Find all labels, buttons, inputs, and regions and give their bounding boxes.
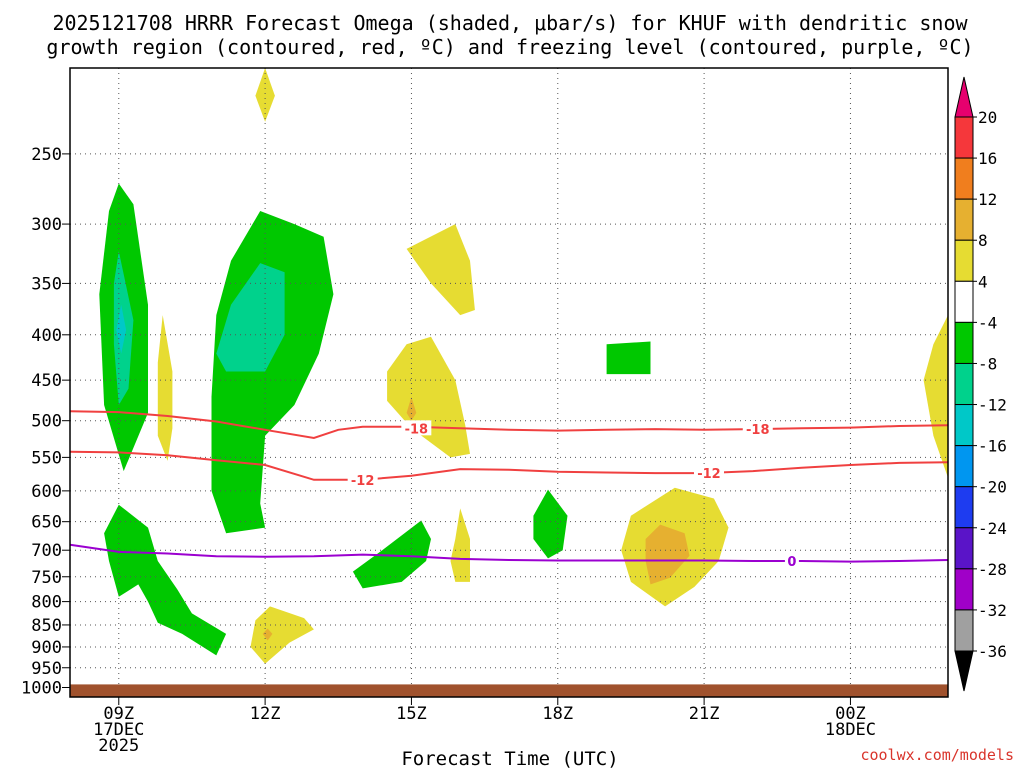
x-tick-label: 17DEC: [93, 720, 144, 740]
omega-shaded-region: [116, 304, 127, 354]
x-tick-label: 12Z: [250, 704, 281, 724]
colorbar-label: 4: [978, 272, 988, 291]
contour-line-0: [69, 543, 949, 563]
x-tick-label: 2025: [98, 736, 139, 756]
contour-label-background: [347, 471, 378, 487]
colorbar-label: 8: [978, 231, 988, 250]
contour-label: -18: [405, 422, 429, 437]
colorbar-label: -16: [978, 437, 1007, 456]
colorbar-swatch: [954, 157, 974, 200]
colorbar-label: -20: [978, 478, 1007, 497]
y-tick-label: 600: [31, 482, 62, 502]
y-tick-label: 650: [31, 513, 62, 533]
y-tick-label: 250: [31, 145, 62, 165]
colorbar-label: 16: [978, 149, 997, 168]
omega-shaded-region: [216, 263, 285, 372]
colorbar-swatch: [954, 321, 974, 364]
omega-shaded-region: [157, 315, 173, 461]
x-tick-label: 21Z: [689, 704, 720, 724]
omega-shaded-region: [406, 224, 475, 316]
omega-shaded-region: [250, 606, 314, 664]
y-tick-label: 850: [31, 616, 62, 636]
colorbar-swatch: [954, 445, 974, 488]
x-axis-title: Forecast Time (UTC): [401, 748, 618, 768]
colorbar-label: -12: [978, 396, 1007, 415]
contour-label: -12: [351, 474, 375, 489]
y-tick-label: 400: [31, 326, 62, 346]
plot-area: -18 -18 -12 -12 0: [69, 67, 949, 698]
y-tick-label: 350: [31, 274, 62, 294]
colorbar-swatch: [954, 239, 974, 282]
x-tick-label: 18Z: [542, 704, 573, 724]
plot-background: [70, 68, 948, 697]
omega-shaded-region: [533, 489, 568, 559]
title-line-2: growth region (contoured, red, ºC) and f…: [46, 35, 973, 59]
colorbar-label: -28: [978, 560, 1007, 579]
y-tick-label: 750: [31, 568, 62, 588]
x-tick-label: 18DEC: [825, 720, 876, 740]
title-line-1: 2025121708 HRRR Forecast Omega (shaded, …: [52, 11, 968, 35]
colorbar-swatch: [954, 362, 974, 406]
contour-line--18: [69, 410, 949, 440]
x-tick-label: 00Z: [835, 704, 866, 724]
colorbar-swatch: [954, 116, 974, 159]
y-tick-label: 550: [31, 448, 62, 468]
contour-label: 0: [787, 555, 796, 570]
contour-label: -12: [697, 467, 721, 482]
contour-line--12: [69, 450, 949, 481]
y-tick-label: 700: [31, 541, 62, 561]
chart-title: 2025121708 HRRR Forecast Omega (shaded, …: [46, 11, 973, 59]
colorbar-top-arrow: [954, 76, 974, 118]
x-tick-label: 15Z: [396, 704, 427, 724]
colorbar-swatch: [954, 527, 974, 570]
omega-shaded-region: [645, 524, 690, 585]
omega-shaded-region: [923, 315, 948, 478]
colorbar-label: -24: [978, 519, 1007, 538]
omega-shaded-region: [352, 520, 431, 589]
ground-surface: [70, 684, 948, 697]
y-tick-label: 950: [31, 659, 62, 679]
colorbar-label: -4: [978, 313, 997, 332]
colorbar-label: -32: [978, 601, 1007, 620]
colorbar-label: -8: [978, 354, 997, 373]
omega-shaded-region: [450, 508, 470, 582]
colorbar-swatch: [954, 198, 974, 241]
credit-text: coolwx.com/models: [860, 746, 1014, 764]
y-tick-label: 800: [31, 593, 62, 613]
colorbar-swatch: [954, 609, 974, 652]
omega-shaded-region: [104, 504, 227, 656]
colorbar-bottom-arrow: [954, 650, 974, 692]
colorbar-swatch: [954, 280, 974, 323]
colorbar-label: 12: [978, 190, 997, 209]
x-tick-label: 09Z: [103, 704, 134, 724]
contour-label-background: [401, 420, 432, 436]
y-tick-label: 300: [31, 215, 62, 235]
y-tick-label: 900: [31, 638, 62, 658]
y-tick-label: 1000: [21, 678, 62, 698]
omega-shaded-region: [262, 628, 273, 641]
plot-frame: [69, 67, 949, 698]
y-tick-label: 450: [31, 371, 62, 391]
contour-label: -18: [746, 423, 770, 438]
y-axis: 2503003504004505005506006507007508008509…: [21, 145, 70, 698]
omega-shaded-region: [255, 68, 275, 122]
contour-label-background: [693, 465, 724, 481]
colorbar-label: 20: [978, 108, 997, 127]
colorbar-swatch: [954, 568, 974, 611]
colorbar-label: -36: [978, 642, 1007, 661]
omega-shaded-region: [606, 341, 651, 375]
y-tick-label: 500: [31, 412, 62, 432]
contour-label-background: [784, 553, 799, 569]
colorbar: 20 16 12 8 4 -4 -8 -12 -16 -20 -24 -28 -32 -36: [954, 76, 1007, 692]
colorbar-swatch: [954, 404, 974, 447]
colorbar-swatch: [954, 486, 974, 529]
contour-label-background: [742, 421, 773, 437]
